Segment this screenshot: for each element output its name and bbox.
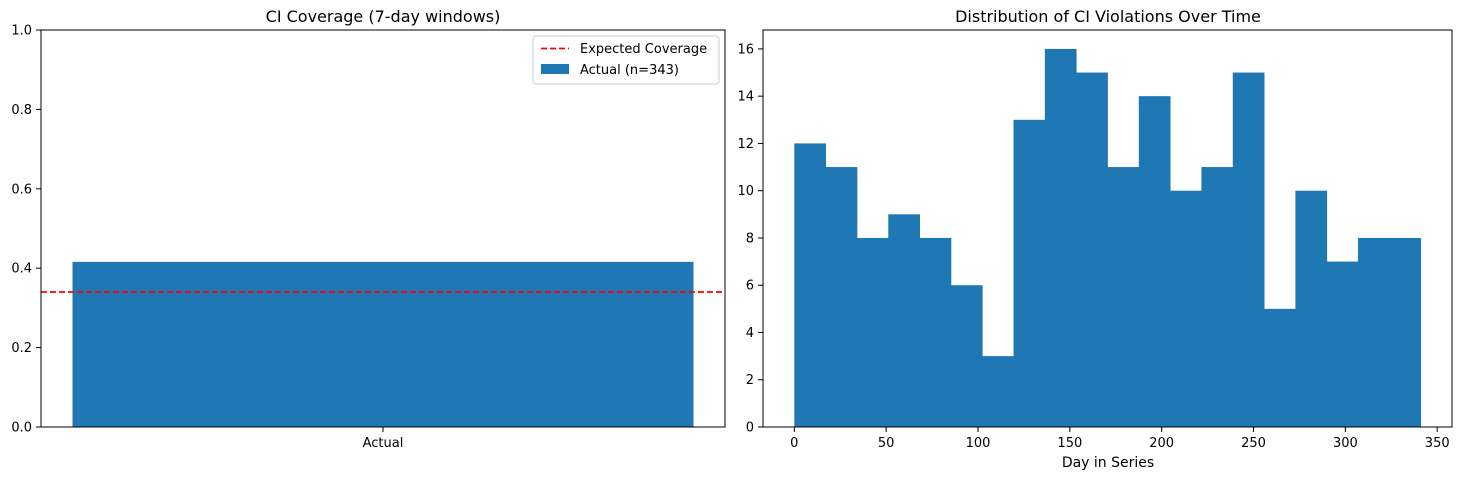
histogram-y-tick-label: 6 xyxy=(746,279,754,294)
histogram-bar xyxy=(982,356,1014,427)
coverage-y-tick-label: 0.4 xyxy=(11,262,32,277)
histogram-y-tick-label: 8 xyxy=(746,231,754,246)
histogram-bar xyxy=(1389,237,1422,427)
histogram-y-tick-label: 12 xyxy=(737,137,754,152)
histogram-bar xyxy=(1232,72,1265,428)
histogram-bar xyxy=(1044,48,1077,428)
histogram-y-axis: 0 2 4 6 8 10 12 14 16 xyxy=(737,42,763,436)
histogram-x-tick-label: 250 xyxy=(1241,436,1266,451)
legend-actual-label: Actual (n=343) xyxy=(580,63,679,78)
histogram-x-tick-label: 350 xyxy=(1425,436,1450,451)
coverage-x-axis: Actual xyxy=(363,427,404,451)
histogram-y-tick-label: 16 xyxy=(737,42,754,57)
legend-actual-swatch xyxy=(541,64,569,74)
histogram-x-tick-label: 300 xyxy=(1333,436,1358,451)
histogram-x-tick-label: 200 xyxy=(1149,436,1174,451)
histogram-axes-frame xyxy=(762,29,1453,428)
histogram-bar xyxy=(1201,167,1234,428)
histogram-bar xyxy=(1013,119,1046,428)
coverage-axes-frame xyxy=(40,29,726,428)
histogram-bar xyxy=(856,237,889,427)
histogram-bar xyxy=(950,285,983,427)
histogram-bar xyxy=(1170,190,1202,427)
histogram-y-tick-label: 10 xyxy=(737,184,754,199)
coverage-bars xyxy=(72,261,694,427)
coverage-y-tick-label: 0.8 xyxy=(11,103,32,118)
coverage-y-tick-label: 0.2 xyxy=(11,341,32,356)
histogram-y-tick-label: 0 xyxy=(746,421,754,436)
coverage-y-tick-label: 0.0 xyxy=(11,421,32,436)
histogram-y-tick-label: 2 xyxy=(746,373,754,388)
coverage-y-tick-label: 0.6 xyxy=(11,182,32,197)
coverage-y-axis: 0.0 0.2 0.4 0.6 0.8 1.0 xyxy=(11,24,41,436)
histogram-bar xyxy=(919,237,952,427)
coverage-chart: CI Coverage (7-day windows) 0.0 0.2 0.4 0.6… xyxy=(11,7,726,451)
histogram-bar xyxy=(888,214,920,427)
violations-histogram: Distribution of CI Violations Over Time … xyxy=(737,7,1453,471)
histogram-y-tick-label: 4 xyxy=(746,326,754,341)
histogram-bar xyxy=(1326,261,1359,427)
legend-expected-label: Expected Coverage xyxy=(580,42,707,57)
histogram-x-tick-label: 0 xyxy=(790,436,798,451)
coverage-x-tick-label: Actual xyxy=(363,436,404,451)
histogram-x-axis: 0 50 100 150 200 250 300 350 xyxy=(790,427,1450,451)
histogram-bars xyxy=(794,48,1422,428)
histogram-bar xyxy=(1107,167,1140,428)
histogram-y-tick-label: 14 xyxy=(737,90,754,105)
histogram-bar xyxy=(1295,190,1328,427)
histogram-bar xyxy=(794,143,827,427)
histogram-bar xyxy=(1076,72,1108,428)
violations-histogram-title: Distribution of CI Violations Over Time xyxy=(955,7,1261,26)
histogram-bar xyxy=(825,167,858,428)
histogram-x-tick-label: 150 xyxy=(1057,436,1082,451)
coverage-bar-actual xyxy=(72,261,694,427)
histogram-x-label: Day in Series xyxy=(1062,455,1154,471)
legend-box xyxy=(532,35,720,85)
histogram-bar xyxy=(1358,237,1390,427)
histogram-bar xyxy=(1138,96,1171,428)
histogram-x-tick-label: 100 xyxy=(966,436,991,451)
coverage-chart-title: CI Coverage (7-day windows) xyxy=(266,7,501,26)
coverage-y-tick-label: 1.0 xyxy=(11,24,32,39)
histogram-x-tick-label: 50 xyxy=(878,436,895,451)
coverage-legend: Expected Coverage Actual (n=343) xyxy=(532,35,720,85)
histogram-bar xyxy=(1264,308,1296,427)
